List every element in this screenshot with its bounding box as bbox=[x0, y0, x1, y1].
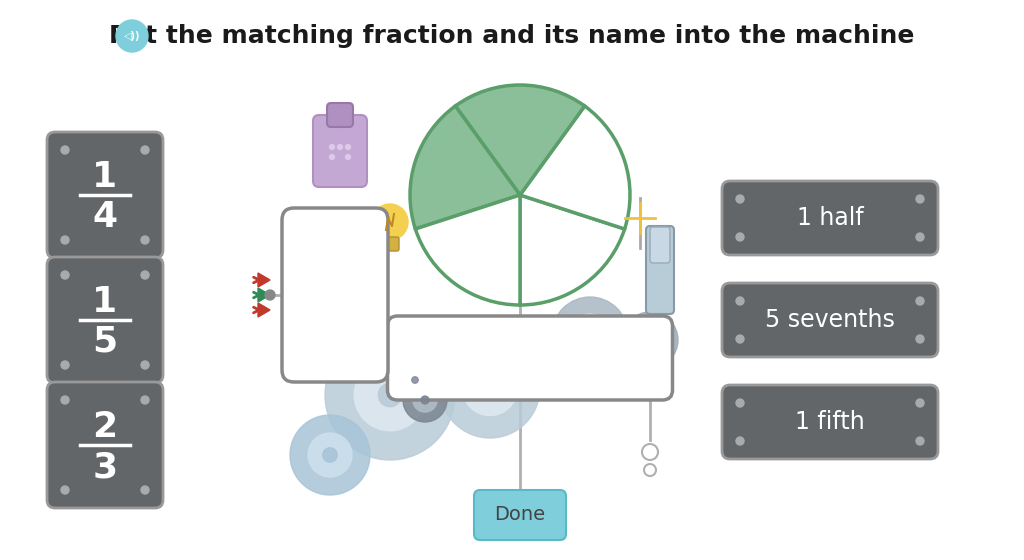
FancyBboxPatch shape bbox=[650, 227, 670, 263]
FancyBboxPatch shape bbox=[646, 226, 674, 314]
Circle shape bbox=[338, 144, 342, 150]
Polygon shape bbox=[258, 303, 270, 317]
FancyBboxPatch shape bbox=[722, 283, 938, 357]
Wedge shape bbox=[410, 106, 520, 229]
Circle shape bbox=[290, 415, 370, 495]
Circle shape bbox=[916, 195, 924, 203]
Circle shape bbox=[481, 379, 499, 397]
FancyBboxPatch shape bbox=[47, 132, 163, 258]
Circle shape bbox=[323, 448, 337, 462]
Wedge shape bbox=[416, 195, 520, 305]
Circle shape bbox=[916, 399, 924, 407]
Circle shape bbox=[116, 20, 148, 52]
Circle shape bbox=[330, 155, 335, 160]
Circle shape bbox=[330, 144, 335, 150]
Circle shape bbox=[552, 297, 628, 373]
Text: 5: 5 bbox=[92, 325, 118, 359]
FancyBboxPatch shape bbox=[387, 316, 673, 400]
Text: 3: 3 bbox=[92, 450, 118, 484]
Circle shape bbox=[325, 330, 455, 460]
Text: 2: 2 bbox=[92, 410, 118, 444]
Text: 4: 4 bbox=[92, 200, 118, 234]
FancyBboxPatch shape bbox=[282, 208, 388, 382]
Circle shape bbox=[622, 312, 678, 368]
Circle shape bbox=[736, 335, 744, 343]
Circle shape bbox=[440, 338, 540, 438]
FancyBboxPatch shape bbox=[47, 257, 163, 383]
Circle shape bbox=[141, 146, 150, 154]
Circle shape bbox=[916, 233, 924, 241]
Circle shape bbox=[61, 236, 69, 244]
Circle shape bbox=[736, 399, 744, 407]
Circle shape bbox=[61, 271, 69, 279]
Circle shape bbox=[397, 362, 433, 398]
Text: Done: Done bbox=[495, 506, 546, 525]
Circle shape bbox=[265, 290, 275, 300]
Circle shape bbox=[345, 144, 350, 150]
Circle shape bbox=[635, 325, 666, 356]
FancyBboxPatch shape bbox=[381, 237, 399, 251]
Text: 1: 1 bbox=[92, 285, 118, 319]
Circle shape bbox=[644, 464, 656, 476]
Circle shape bbox=[421, 396, 429, 404]
Circle shape bbox=[642, 444, 658, 460]
Circle shape bbox=[645, 335, 655, 345]
Circle shape bbox=[403, 378, 447, 422]
Circle shape bbox=[736, 233, 744, 241]
Circle shape bbox=[463, 361, 517, 416]
Text: Put the matching fraction and its name into the machine: Put the matching fraction and its name i… bbox=[110, 24, 914, 48]
Circle shape bbox=[372, 204, 408, 240]
FancyBboxPatch shape bbox=[474, 490, 566, 540]
Circle shape bbox=[916, 297, 924, 305]
Text: 5 sevenths: 5 sevenths bbox=[765, 308, 895, 332]
FancyBboxPatch shape bbox=[722, 385, 938, 459]
Circle shape bbox=[916, 335, 924, 343]
FancyBboxPatch shape bbox=[47, 382, 163, 508]
Circle shape bbox=[141, 271, 150, 279]
Wedge shape bbox=[456, 85, 585, 195]
Circle shape bbox=[569, 314, 611, 356]
Circle shape bbox=[413, 388, 437, 412]
FancyBboxPatch shape bbox=[313, 115, 367, 187]
Wedge shape bbox=[520, 106, 630, 229]
Circle shape bbox=[916, 437, 924, 445]
Circle shape bbox=[736, 297, 744, 305]
Circle shape bbox=[61, 396, 69, 404]
Polygon shape bbox=[258, 288, 270, 302]
Circle shape bbox=[61, 361, 69, 369]
Circle shape bbox=[378, 383, 401, 407]
Text: 1 fifth: 1 fifth bbox=[795, 410, 865, 434]
FancyBboxPatch shape bbox=[327, 103, 353, 127]
Circle shape bbox=[412, 377, 418, 383]
Circle shape bbox=[141, 361, 150, 369]
Circle shape bbox=[736, 437, 744, 445]
FancyBboxPatch shape bbox=[722, 181, 938, 255]
Circle shape bbox=[345, 155, 350, 160]
Text: ◁)): ◁)) bbox=[124, 31, 140, 41]
Wedge shape bbox=[520, 195, 625, 305]
Circle shape bbox=[61, 486, 69, 494]
Circle shape bbox=[308, 433, 352, 477]
Polygon shape bbox=[258, 273, 270, 287]
Circle shape bbox=[354, 360, 426, 431]
Text: 1: 1 bbox=[92, 160, 118, 194]
Circle shape bbox=[406, 370, 425, 390]
Circle shape bbox=[736, 195, 744, 203]
Circle shape bbox=[141, 396, 150, 404]
Circle shape bbox=[61, 146, 69, 154]
Circle shape bbox=[141, 236, 150, 244]
Text: 1 half: 1 half bbox=[797, 206, 863, 230]
Circle shape bbox=[583, 328, 597, 342]
Circle shape bbox=[141, 486, 150, 494]
